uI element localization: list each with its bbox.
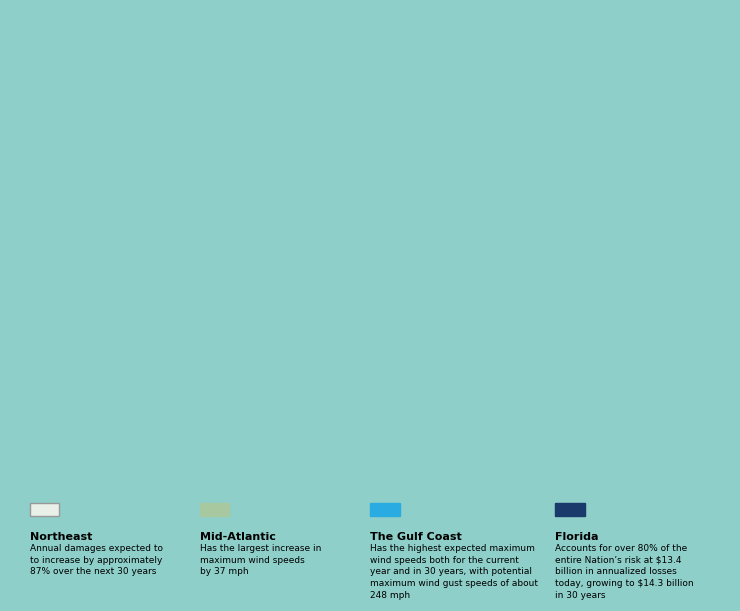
Text: Has the largest increase in
maximum wind speeds
by 37 mph: Has the largest increase in maximum wind… bbox=[200, 544, 321, 576]
Text: Mid-Atlantic: Mid-Atlantic bbox=[200, 532, 276, 541]
FancyBboxPatch shape bbox=[30, 503, 59, 516]
Text: Annual damages expected to
to increase by approximately
87% over the next 30 yea: Annual damages expected to to increase b… bbox=[30, 544, 163, 576]
Text: Northeast: Northeast bbox=[30, 532, 92, 541]
Text: Florida: Florida bbox=[555, 532, 599, 541]
Text: Has the highest expected maximum
wind speeds both for the current
year and in 30: Has the highest expected maximum wind sp… bbox=[370, 544, 538, 600]
FancyBboxPatch shape bbox=[200, 503, 229, 516]
Text: The Gulf Coast: The Gulf Coast bbox=[370, 532, 462, 541]
Text: Accounts for over 80% of the
entire Nation’s risk at $13.4
billion in annualized: Accounts for over 80% of the entire Nati… bbox=[555, 544, 693, 600]
FancyBboxPatch shape bbox=[370, 503, 400, 516]
FancyBboxPatch shape bbox=[555, 503, 585, 516]
